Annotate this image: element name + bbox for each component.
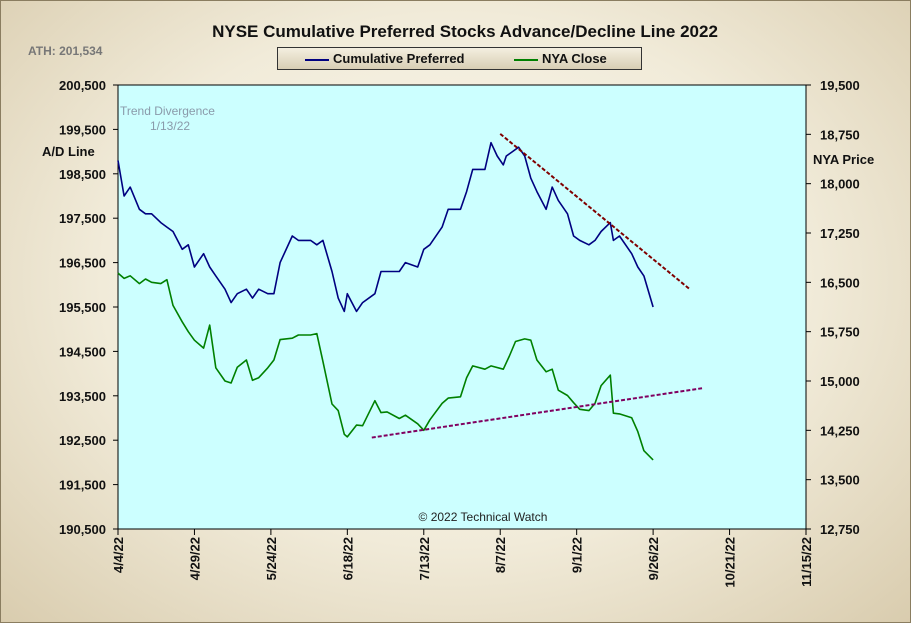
x-tick-label: 10/21/22 (723, 537, 738, 588)
left-axis-ticks: 190,500 191,500 192,500 193,500 194,500 195,5… (59, 78, 118, 537)
watermark: © 2022 Technical Watch (419, 510, 548, 524)
left-tick-label: 200,500 (59, 78, 106, 93)
x-tick-label: 11/15/22 (799, 537, 814, 587)
series-line-nya-close (117, 272, 654, 461)
series-layer (117, 141, 654, 461)
left-tick-label: 196,500 (59, 256, 106, 271)
right-tick-label: 16,500 (820, 275, 860, 290)
annotation-line2: 1/13/22 (150, 119, 190, 133)
left-tick-label: 199,500 (59, 122, 106, 137)
left-axis-label: A/D Line (42, 144, 95, 159)
right-tick-label: 12,750 (820, 522, 860, 537)
right-tick-label: 17,250 (820, 226, 860, 241)
legend-swatch-cumulative-preferred (305, 59, 329, 61)
x-axis-ticks: 4/4/22 4/29/22 5/24/22 6/18/22 7/13/22 8/7/22… (111, 529, 814, 588)
left-tick-label: 192,500 (59, 433, 106, 448)
left-tick-label: 194,500 (59, 344, 106, 359)
plot-area (117, 84, 807, 530)
right-tick-label: 15,000 (820, 374, 860, 389)
legend-label-nya-close: NYA Close (542, 51, 607, 66)
left-tick-label: 197,500 (59, 211, 106, 226)
x-tick-label: 7/13/22 (417, 537, 432, 580)
right-tick-label: 18,750 (820, 127, 860, 142)
left-tick-label: 191,500 (59, 478, 106, 493)
x-tick-label: 9/1/22 (570, 537, 585, 573)
x-tick-label: 6/18/22 (340, 537, 355, 580)
right-axis-ticks: 12,750 13,500 14,250 15,000 15,750 16,500 17,2… (806, 78, 860, 537)
right-axis-label: NYA Price (813, 152, 874, 167)
legend-label-cumulative-preferred: Cumulative Preferred (333, 51, 465, 66)
x-tick-label: 4/29/22 (187, 537, 202, 580)
left-tick-label: 198,500 (59, 167, 106, 182)
series-line-cumulative-preferred (117, 141, 654, 313)
ath-note: ATH: 201,534 (28, 44, 103, 58)
left-tick-label: 195,500 (59, 300, 106, 315)
trendline-layer (371, 133, 703, 439)
left-tick-label: 190,500 (59, 522, 106, 537)
right-tick-label: 14,250 (820, 423, 860, 438)
x-tick-label: 4/4/22 (111, 537, 126, 573)
chart-title: NYSE Cumulative Preferred Stocks Advance… (212, 22, 718, 41)
x-tick-label: 8/7/22 (493, 537, 508, 573)
left-tick-label: 193,500 (59, 389, 106, 404)
trendline-lower (371, 387, 703, 439)
right-tick-label: 19,500 (820, 78, 860, 93)
right-tick-label: 18,000 (820, 177, 860, 192)
right-tick-label: 15,750 (820, 325, 860, 340)
x-tick-label: 5/24/22 (264, 537, 279, 580)
right-tick-label: 13,500 (820, 473, 860, 488)
legend-swatch-nya-close (514, 59, 538, 61)
trendline-upper (499, 133, 691, 291)
annotation-line1: Trend Divergence (120, 104, 215, 118)
x-tick-label: 9/26/22 (646, 537, 661, 580)
legend: Cumulative Preferred NYA Close (277, 47, 642, 70)
